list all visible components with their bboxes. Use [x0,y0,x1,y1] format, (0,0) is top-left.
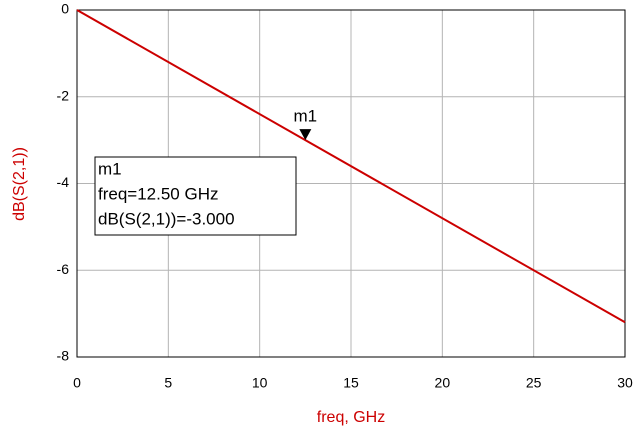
marker-triangle [299,129,312,141]
marker-box [94,156,297,236]
y-tick-label: -2 [57,87,70,103]
x-tick-label: 20 [435,375,451,391]
plot-frame [76,9,626,358]
marker-box-name: m1 [98,159,122,178]
y-axis-label: dB(S(2,1)) [11,147,28,221]
x-tick-label: 15 [343,375,359,391]
x-tick-label: 0 [73,375,81,391]
x-tick-label: 25 [526,375,542,391]
x-axis-label: freq, GHz [317,409,385,426]
x-tick-label: 30 [617,375,633,391]
y-tick-label: -6 [57,261,70,277]
line-series [76,9,626,324]
y-tick-label: -4 [57,174,70,190]
y-tick-label: 0 [61,1,69,17]
marker-box-line: freq=12.50 GHz [98,184,219,203]
y-tick-label: -8 [57,348,70,364]
marker-name: m1 [294,107,318,126]
x-tick-label: 5 [164,375,172,391]
marker-box-line: dB(S(2,1))=-3.000 [98,209,235,228]
x-tick-label: 10 [252,375,268,391]
